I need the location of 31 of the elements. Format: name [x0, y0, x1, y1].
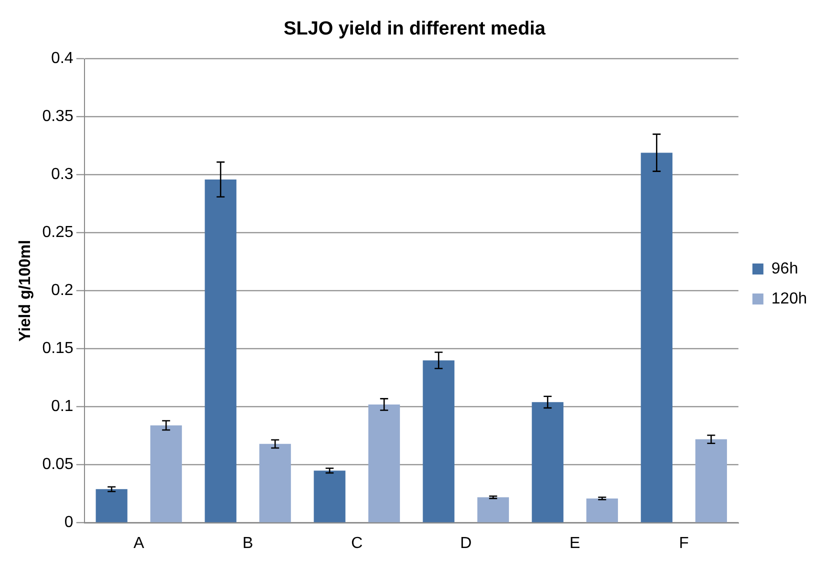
x-tick-label: B: [242, 534, 254, 552]
legend-label: 120h: [771, 290, 807, 308]
x-tick-label: C: [351, 534, 363, 552]
bar: [314, 470, 346, 522]
x-tick-label: A: [134, 534, 145, 552]
y-tick-label: 0.3: [51, 166, 74, 184]
y-tick-label: 0.4: [51, 50, 74, 68]
legend-label: 96h: [771, 260, 798, 278]
bar: [695, 439, 727, 522]
y-tick-label: 0.35: [42, 108, 74, 126]
bar: [96, 489, 128, 522]
y-tick-label: 0.2: [51, 282, 74, 300]
y-tick-label: 0: [64, 514, 74, 532]
bar: [422, 360, 454, 522]
bar: [150, 425, 182, 522]
bar: [204, 179, 236, 522]
y-tick-label: 0.05: [42, 456, 74, 474]
x-tick-label: F: [679, 534, 690, 552]
bar: [640, 152, 672, 522]
y-tick-label: 0.1: [51, 398, 74, 416]
x-tick-label: E: [570, 534, 580, 552]
chart-title: SLJO yield in different media: [284, 18, 546, 40]
bar: [477, 497, 509, 522]
x-tick-label: D: [460, 534, 472, 552]
bar: [368, 404, 400, 522]
bar: [586, 498, 618, 522]
y-tick-label: 0.15: [42, 340, 74, 358]
bar: [532, 402, 564, 522]
y-axis-title: Yield g/100ml: [17, 240, 34, 342]
y-tick-label: 0.25: [42, 224, 74, 242]
bar: [259, 444, 291, 522]
